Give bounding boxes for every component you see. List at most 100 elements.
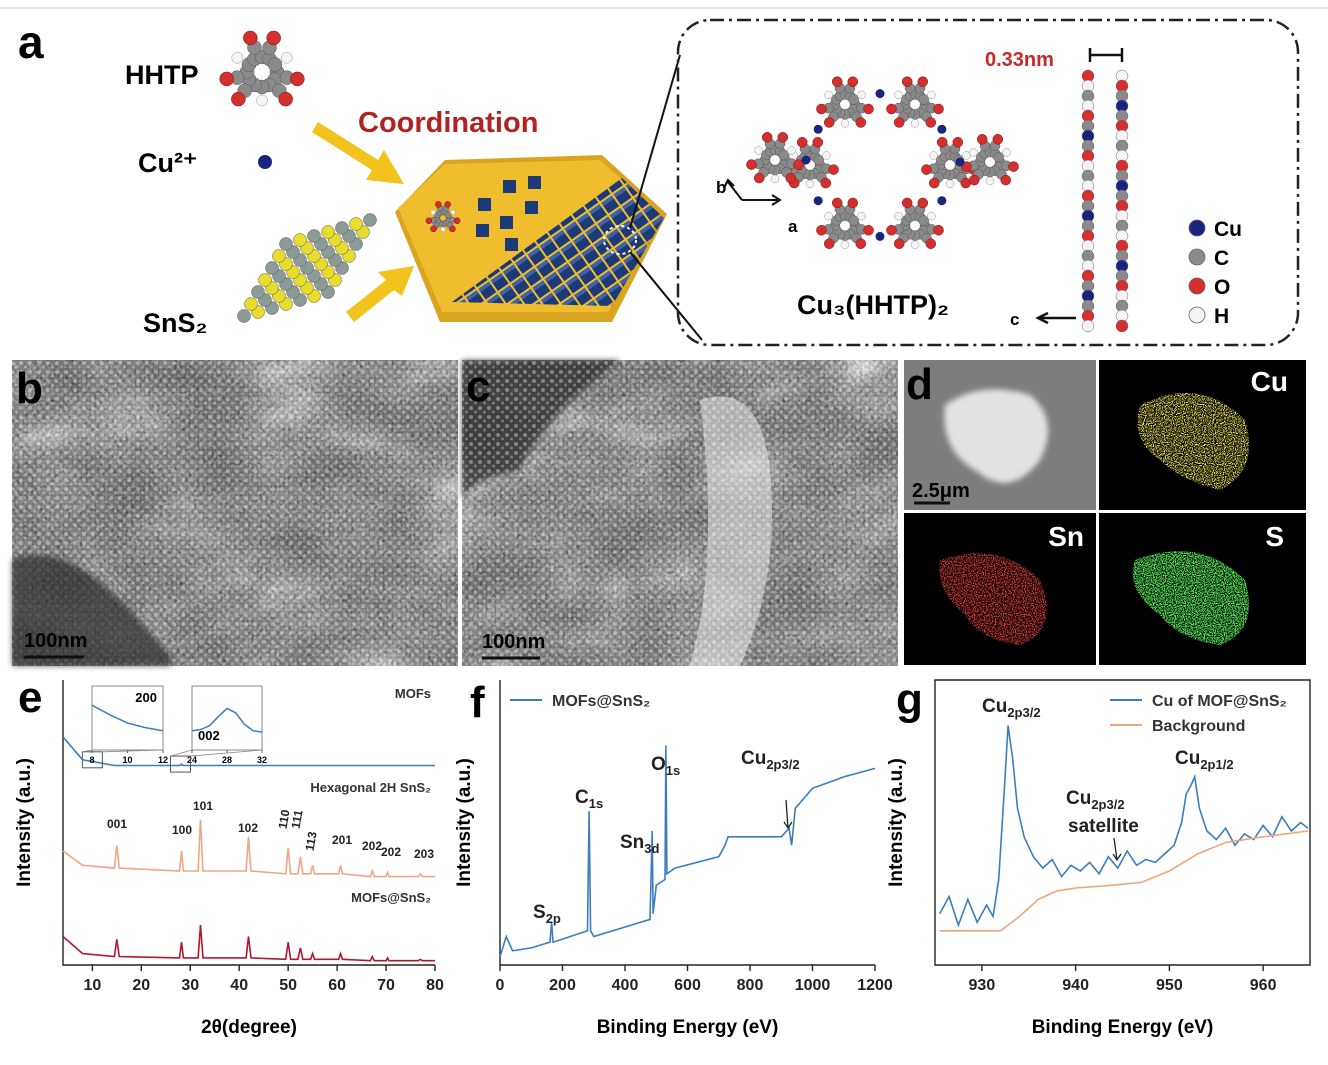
atom-h (910, 119, 920, 128)
zoom-box (169, 755, 191, 773)
x-tick-label: 200 (549, 977, 576, 994)
x-axis-label: 2θ(degree) (201, 1017, 297, 1038)
axis-c: c (1010, 310, 1019, 329)
x-tick-label: 60 (328, 977, 346, 994)
x-tick-label: 50 (279, 977, 297, 994)
atom-h (962, 151, 971, 160)
series-line (939, 830, 1309, 932)
zoom-circle (603, 225, 637, 255)
atom-sn-s (244, 297, 258, 311)
map-label: Cu (1251, 366, 1288, 397)
chart: e 10 20 30 40 50 60 70 80 2θ(degree) Intensity (a.… (14, 673, 444, 1038)
atom-h (927, 211, 936, 221)
annotation: 202 (362, 839, 382, 853)
panel-c: c 100nm (462, 360, 898, 666)
atom-o (823, 117, 835, 128)
zoom-line (629, 251, 703, 341)
atom-h (945, 179, 955, 189)
panel-letter: c (466, 362, 490, 411)
annotation-text: O (651, 754, 666, 775)
atom-h (840, 240, 850, 249)
atom-c (848, 215, 859, 226)
atom-cu (813, 124, 823, 134)
atom-c (918, 215, 929, 226)
atom-o (893, 117, 905, 128)
annotation-text: Cu (1066, 788, 1091, 809)
atom-o (893, 238, 905, 249)
atom-o (435, 201, 442, 208)
annotation: O1s (651, 754, 680, 778)
atom-o (425, 217, 433, 225)
x-tick-label: 950 (1156, 977, 1183, 994)
atom-o (968, 174, 980, 186)
pointer (1112, 837, 1122, 862)
panel-a: a HHTP Cu²⁺ SnS₂ Coordination 0.33nm b a… (18, 16, 1300, 347)
atom-cu (937, 124, 947, 134)
zoom-link (82, 749, 93, 753)
panel-letter: f (470, 678, 485, 727)
legend-label: O (1214, 276, 1230, 299)
atom-o (761, 132, 773, 143)
series-label: Hexagonal 2H SnS₂ (310, 780, 431, 795)
atom-o (219, 71, 234, 87)
annotation-sub: 2p (546, 911, 561, 926)
y-axis-label: Intensity (a.u.) (454, 758, 475, 887)
inset-line (191, 707, 263, 733)
x-axis-label: Binding Energy (eV) (1032, 1017, 1214, 1038)
atom-c (848, 94, 859, 105)
atom-o (847, 197, 859, 209)
x-tick-label: 40 (230, 977, 248, 994)
atom-o (820, 177, 832, 189)
atom-o (925, 117, 937, 128)
label-hhtp: HHTP (125, 60, 199, 90)
atom-h (927, 90, 936, 100)
atom-o (863, 224, 874, 236)
annotation: Cu2p3/2 (741, 748, 800, 772)
label-spacing: 0.33nm (985, 49, 1054, 71)
atom-c (993, 151, 1004, 163)
atom-h (969, 148, 978, 157)
annotation: 100 (172, 823, 192, 837)
sem-grains (462, 360, 898, 666)
zoom-box (81, 751, 103, 769)
atom-o (992, 134, 1004, 145)
atom-sn-s (279, 237, 293, 251)
cu-map (1137, 393, 1250, 490)
zoom-link (190, 749, 263, 757)
x-tick-label: 930 (969, 977, 996, 994)
atom-h (256, 94, 268, 107)
atom-cu (875, 89, 885, 99)
x-tick-label: 20 (132, 977, 150, 994)
atom-o (828, 164, 839, 175)
series-line (62, 736, 435, 767)
annotation-sub: 1s (666, 763, 680, 778)
annotation: 101 (193, 799, 213, 813)
atom-sn-s (321, 225, 335, 239)
atom-h (824, 211, 833, 221)
atom-cu (801, 155, 811, 165)
atom-h (894, 211, 903, 221)
atom-o (831, 76, 843, 87)
atom-o (785, 172, 797, 184)
pointer (783, 799, 793, 830)
atom-c (444, 211, 452, 219)
x-tick-label: 10 (83, 977, 101, 994)
atom-sn-s (335, 221, 349, 235)
atom-h (840, 119, 850, 128)
annotation-text: Cu (741, 748, 766, 769)
x-tick-label: 400 (612, 977, 639, 994)
atom-h (857, 90, 866, 100)
atom-o (453, 217, 461, 225)
annotation: 113 (302, 830, 319, 852)
atom-h (770, 174, 780, 184)
panel-letter: e (18, 673, 42, 722)
atom-o (793, 159, 804, 170)
atom-sn-s (272, 249, 286, 263)
annotation: 110 (275, 808, 292, 830)
annotation: S2p (533, 902, 561, 926)
atom-h (824, 90, 833, 100)
annotation-text: C (575, 787, 589, 808)
atom-h (894, 90, 903, 100)
atom-c (813, 154, 824, 166)
